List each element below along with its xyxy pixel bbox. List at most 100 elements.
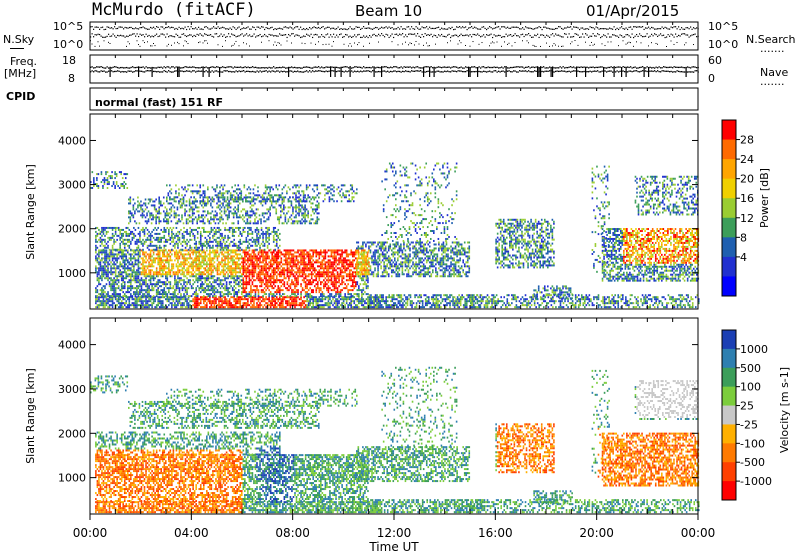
- power-cell: [257, 271, 260, 274]
- power-cell: [335, 293, 337, 296]
- nsearch-point: [492, 41, 493, 43]
- nsky-point: [610, 36, 612, 38]
- power-cell: [300, 285, 302, 288]
- nsky-point: [505, 33, 507, 35]
- nsearch-point: [391, 41, 393, 43]
- power-cell: [105, 257, 108, 260]
- nsky-point: [549, 28, 551, 30]
- nsky-point: [516, 35, 518, 37]
- power-cell: [181, 302, 184, 305]
- power-cell: [134, 279, 137, 282]
- power-cell: [247, 269, 249, 272]
- power-cell: [189, 249, 191, 252]
- nsky-point: [145, 28, 147, 30]
- power-cell: [195, 298, 197, 301]
- power-cell: [306, 295, 308, 298]
- nave-point: [529, 71, 531, 73]
- nsky-point: [486, 28, 488, 31]
- freq-point: [258, 67, 260, 69]
- power-cell: [95, 298, 97, 301]
- power-cell: [240, 265, 243, 268]
- nsky-point: [642, 36, 644, 38]
- power-cell: [234, 263, 237, 266]
- freq-point: [574, 67, 576, 69]
- power-cell: [99, 277, 102, 280]
- power-cell: [117, 302, 120, 305]
- nsearch-point: [261, 41, 262, 43]
- power-cell: [189, 281, 191, 284]
- power-cell: [96, 277, 99, 280]
- nsky-point: [289, 26, 291, 28]
- nave-point: [348, 70, 350, 72]
- power-cell: [282, 253, 284, 256]
- power-cell: [295, 257, 298, 260]
- power-cell: [116, 255, 118, 258]
- nsky-point: [222, 35, 224, 37]
- power-cell: [190, 267, 193, 270]
- nsky-point: [307, 28, 309, 31]
- nsky-point: [655, 28, 657, 30]
- nsky-point: [136, 28, 138, 30]
- power-cell: [116, 253, 118, 256]
- nsky-point: [304, 28, 306, 31]
- power-cell: [96, 261, 99, 264]
- freq-point: [573, 66, 575, 68]
- power-cell: [285, 253, 287, 256]
- power-cell: [239, 275, 242, 278]
- power-cell: [202, 271, 205, 274]
- power-cell: [152, 296, 155, 299]
- nsky-point: [141, 34, 143, 36]
- power-cell: [266, 271, 269, 274]
- nsky-point: [591, 26, 593, 29]
- power-cell: [198, 259, 201, 262]
- power-cell: [186, 283, 188, 286]
- power-cell: [251, 306, 254, 309]
- power-cell: [222, 295, 225, 298]
- power-cell: [142, 269, 144, 272]
- power-cell: [297, 267, 299, 270]
- power-cell: [251, 269, 254, 272]
- power-cell: [283, 298, 286, 301]
- power-cell: [166, 257, 169, 260]
- freq-point: [570, 66, 572, 68]
- nsky-point: [640, 34, 642, 37]
- nave-point: [358, 71, 360, 73]
- power-cell: [202, 298, 205, 301]
- nsky-point: [502, 35, 504, 38]
- nsky-legend-line: [10, 48, 24, 49]
- power-cell: [262, 271, 264, 274]
- power-cell: [309, 279, 311, 282]
- power-cell: [174, 273, 176, 276]
- power-cell: [157, 275, 159, 278]
- nave-point: [216, 70, 218, 72]
- power-cell: [256, 259, 258, 262]
- nsky-point: [583, 28, 585, 30]
- power-cell: [268, 269, 270, 272]
- power-cell: [145, 304, 147, 307]
- nsky-point: [132, 33, 134, 35]
- power-cell: [148, 289, 150, 292]
- freq-point: [217, 66, 219, 68]
- freq-point: [657, 67, 659, 69]
- nave-point: [187, 70, 189, 72]
- power-cell: [236, 298, 239, 301]
- power-cell: [225, 277, 228, 280]
- nsky-point: [300, 26, 302, 28]
- power-cell: [202, 295, 205, 298]
- nave-point: [343, 71, 345, 73]
- power-cell: [107, 306, 109, 309]
- power-cell: [133, 251, 135, 254]
- power-cell: [114, 283, 117, 286]
- power-cell: [348, 296, 351, 299]
- freq-point: [529, 67, 531, 69]
- power-cell: [251, 289, 254, 292]
- nsky-point: [366, 35, 368, 37]
- nsky-point: [210, 28, 212, 30]
- power-cell: [263, 257, 266, 260]
- nave-point: [546, 70, 548, 72]
- power-cell: [99, 259, 102, 262]
- power-cell: [289, 257, 292, 260]
- power-cell: [134, 306, 137, 309]
- power-cell: [172, 304, 175, 307]
- power-cell: [198, 265, 201, 268]
